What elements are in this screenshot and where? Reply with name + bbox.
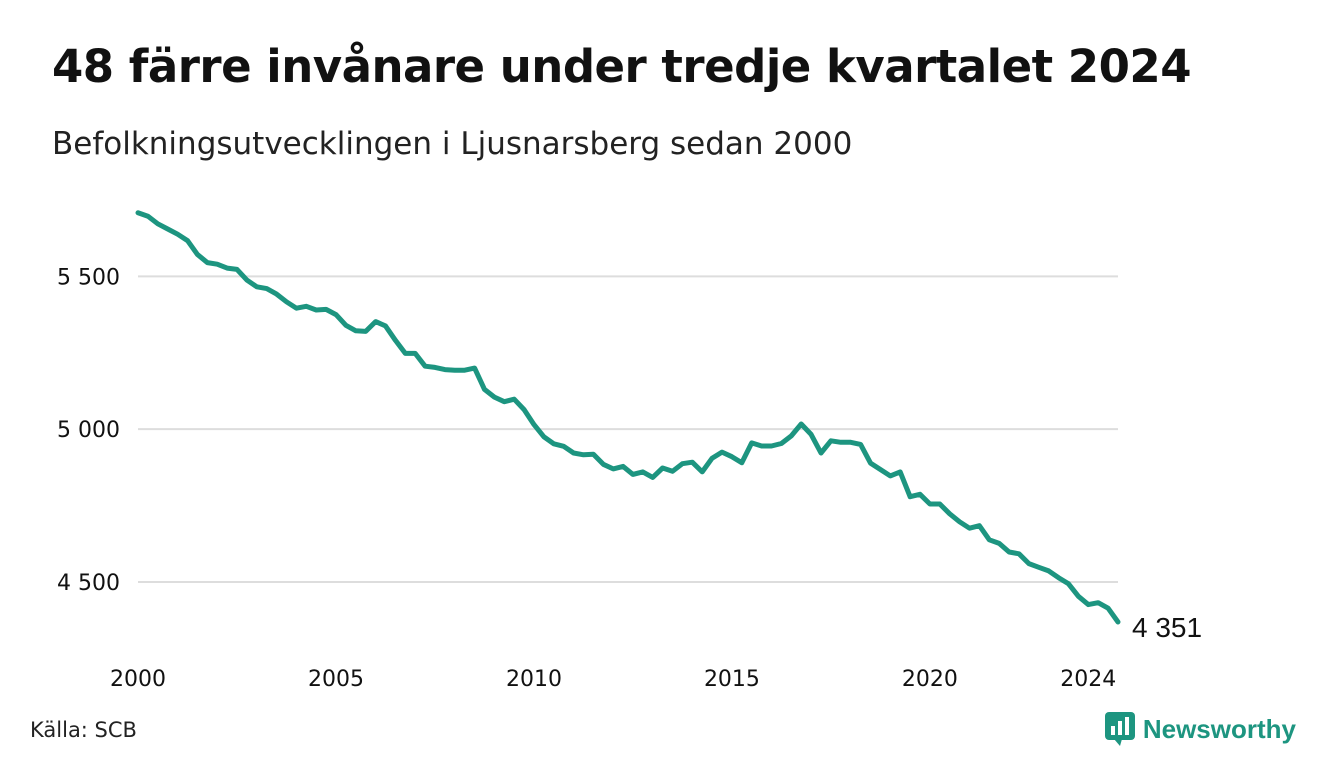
chart-title: 48 färre invånare under tredje kvartalet… (52, 40, 1192, 93)
x-tick-label: 2010 (506, 667, 562, 692)
x-tick-label: 2020 (902, 667, 958, 692)
x-tick-label: 2000 (110, 667, 166, 692)
brand-logo[interactable]: Newsworthy (1104, 712, 1296, 746)
x-tick-label: 2005 (308, 667, 364, 692)
brand-name: Newsworthy (1142, 713, 1296, 744)
x-tick-label: 2024 (1060, 667, 1116, 692)
y-tick-label: 5 000 (57, 418, 120, 443)
gridlines (138, 275, 1118, 583)
y-tick-label: 4 500 (57, 571, 120, 596)
population-series-line (135, 210, 1121, 625)
y-tick-label: 5 500 (57, 265, 120, 290)
source-note: Källa: SCB (30, 718, 137, 742)
y-axis-labels: 4 500 5 000 5 500 (57, 265, 120, 596)
series-layer (135, 210, 1121, 625)
newsworthy-logo-icon (1104, 712, 1135, 746)
x-axis-labels: 2000 2005 2010 2015 2020 2024 (110, 667, 1116, 692)
end-value-label: 4 351 (1132, 612, 1202, 643)
chart-subtitle: Befolkningsutvecklingen i Ljusnarsberg s… (52, 126, 853, 162)
x-tick-label: 2015 (704, 667, 760, 692)
